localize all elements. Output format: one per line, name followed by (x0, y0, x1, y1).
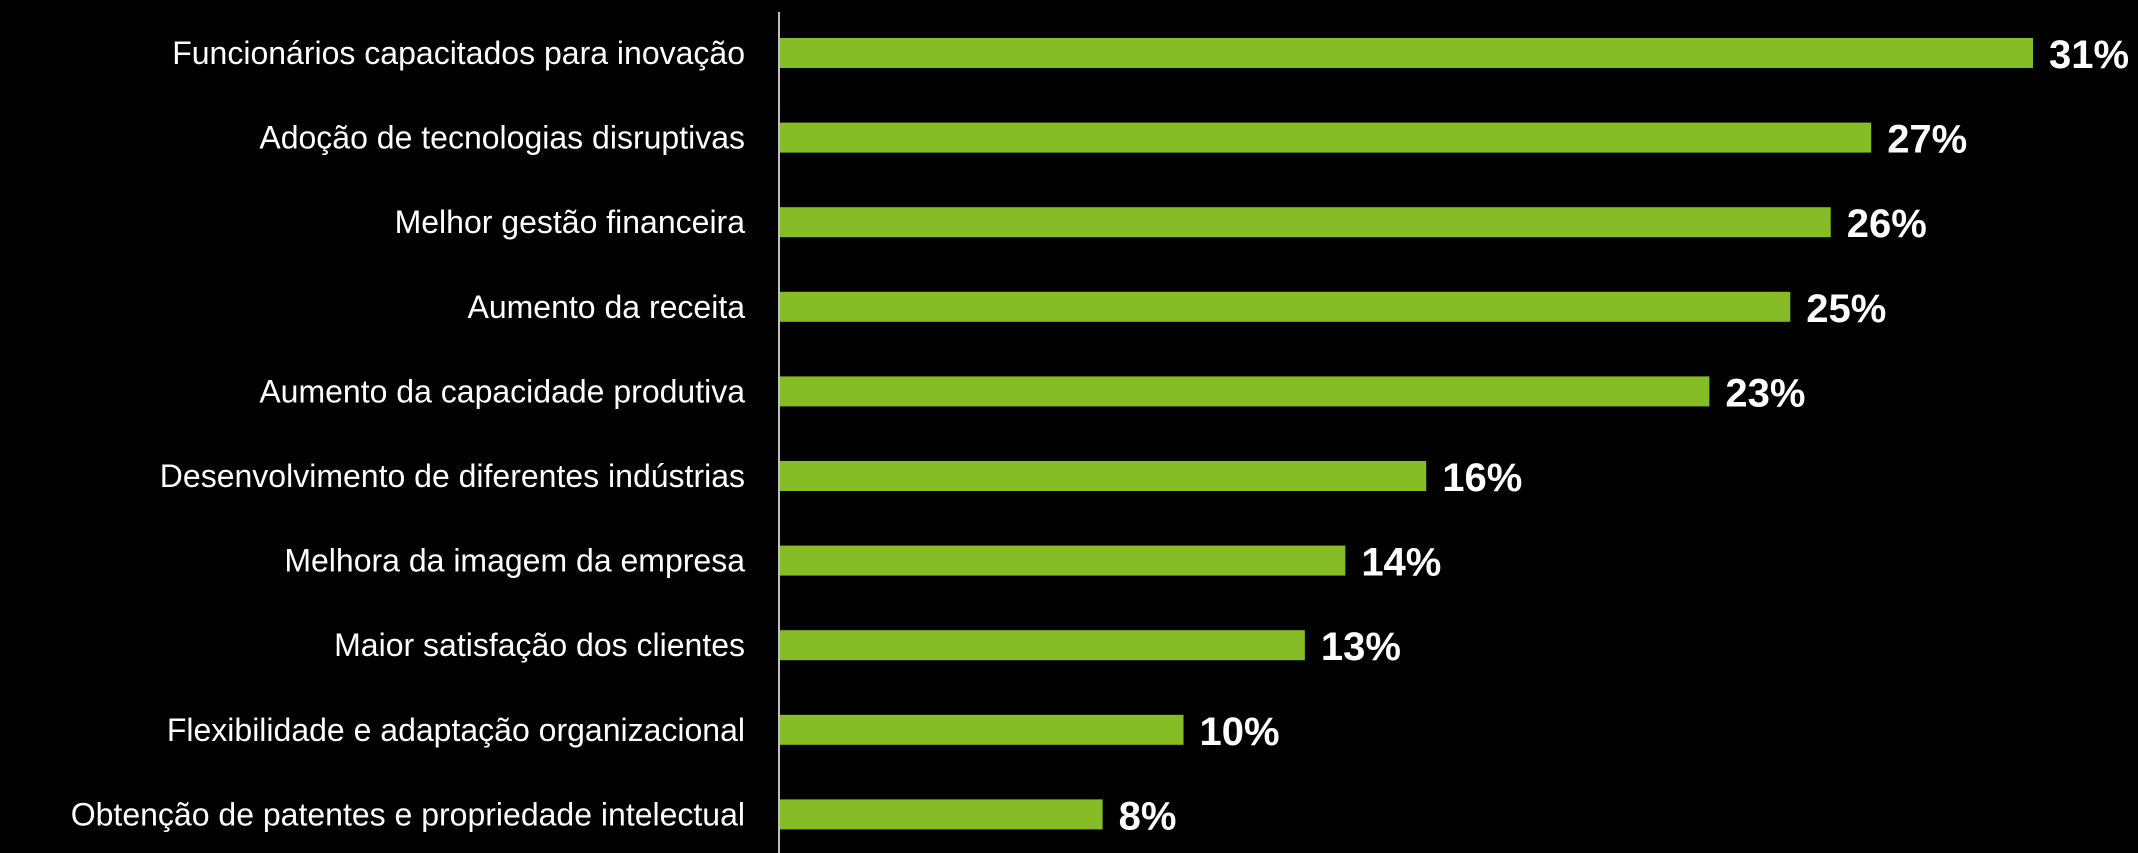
value-label: 16% (1442, 456, 1522, 500)
category-label: Aumento da capacidade produtiva (259, 373, 745, 409)
category-label: Flexibilidade e adaptação organizacional (167, 712, 745, 748)
category-label: Adoção de tecnologias disruptivas (259, 120, 745, 156)
value-label: 25% (1806, 287, 1886, 331)
bar (779, 207, 1831, 238)
category-label: Maior satisfação dos clientes (334, 627, 745, 663)
category-label: Melhor gestão financeira (395, 204, 746, 240)
category-label: Funcionários capacitados para inovação (172, 35, 745, 71)
value-label: 14% (1361, 541, 1441, 585)
category-label: Aumento da receita (468, 289, 746, 325)
bar (779, 122, 1872, 153)
category-labels: Funcionários capacitados para inovação Ad… (71, 35, 745, 832)
bars-group (779, 38, 2033, 830)
value-label: 31% (2049, 33, 2129, 77)
bar (779, 799, 1103, 830)
value-label: 27% (1887, 118, 1967, 162)
bar (779, 714, 1184, 745)
bar (779, 461, 1427, 491)
bar (779, 630, 1305, 661)
category-label: Desenvolvimento de diferentes indústrias (160, 458, 745, 494)
bar (779, 545, 1346, 576)
value-label: 26% (1847, 202, 1927, 246)
bar (779, 38, 2033, 68)
category-label: Melhora da imagem da empresa (284, 543, 745, 579)
bar (779, 376, 1710, 407)
value-label: 23% (1725, 371, 1805, 415)
value-label: 8% (1119, 794, 1177, 838)
value-label: 10% (1200, 710, 1280, 754)
value-labels: 31% 27% 26% 25%23% 16%14% 13% 10% 8% (1119, 33, 2129, 838)
value-label: 13% (1321, 625, 1401, 669)
bar (779, 291, 1791, 322)
category-label: Obtenção de patentes e propriedade intel… (71, 796, 745, 832)
